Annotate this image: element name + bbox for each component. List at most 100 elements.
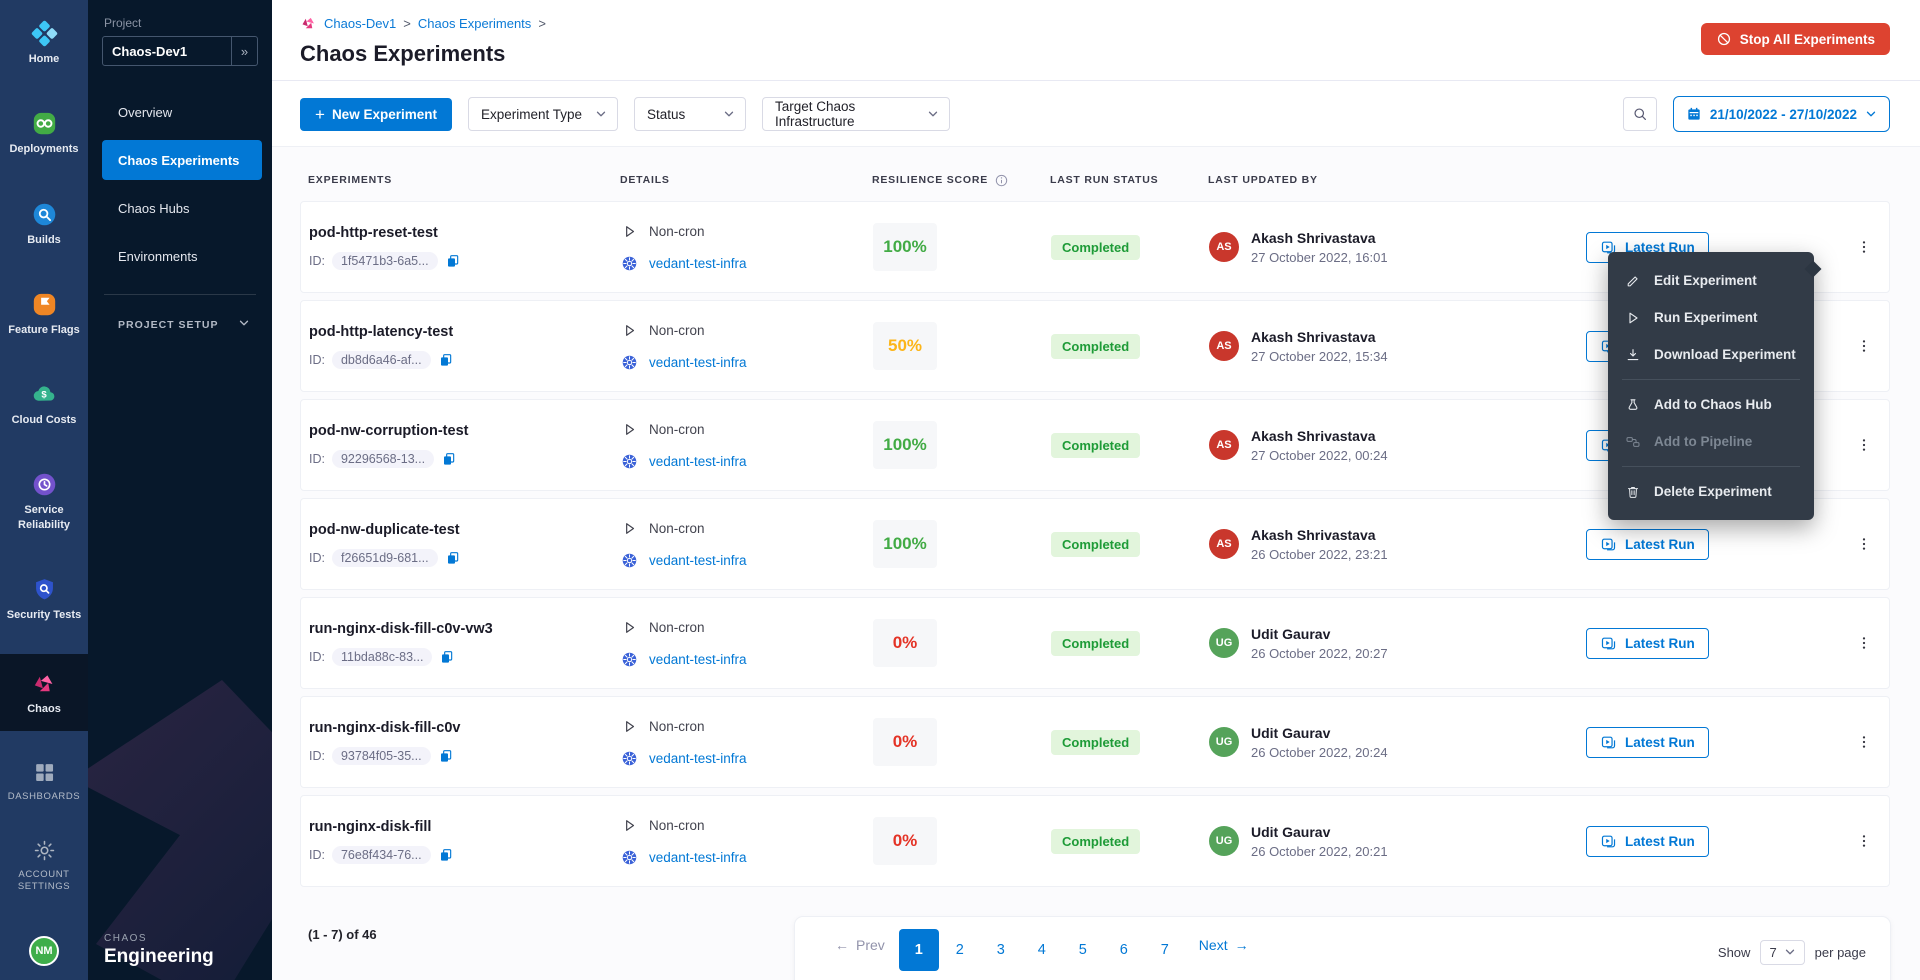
copy-icon[interactable] <box>441 451 457 467</box>
kebab-menu-button[interactable] <box>1850 428 1878 462</box>
kebab-menu-button[interactable] <box>1850 329 1878 363</box>
next-page-button[interactable]: Next → <box>1185 929 1263 961</box>
rail-item-label: ACCOUNT SETTINGS <box>2 869 86 894</box>
page-button-2[interactable]: 2 <box>940 929 980 971</box>
latest-run-button[interactable]: Latest Run <box>1586 826 1709 857</box>
stop-all-experiments-button[interactable]: Stop All Experiments <box>1701 23 1890 55</box>
rail-item-builds[interactable]: Builds <box>0 189 88 259</box>
pagination-summary: (1 - 7) of 46 <box>308 927 377 942</box>
infrastructure-line: vedant-test-infra <box>621 849 873 866</box>
menu-item-download-experiment[interactable]: Download Experiment <box>1608 336 1814 373</box>
filter-status[interactable]: Status <box>634 97 746 131</box>
infrastructure-link[interactable]: vedant-test-infra <box>649 553 747 568</box>
breadcrumb-link-chaos-dev1[interactable]: Chaos-Dev1 <box>324 16 396 31</box>
play-outline-icon <box>621 817 638 834</box>
rail-item-feature-flags[interactable]: Feature Flags <box>0 279 88 349</box>
infrastructure-link[interactable]: vedant-test-infra <box>649 355 747 370</box>
last-run-status-cell: Completed <box>1051 235 1209 260</box>
experiment-name-link[interactable]: pod-nw-duplicate-test <box>309 522 621 538</box>
experiment-name-link[interactable]: pod-http-latency-test <box>309 324 621 340</box>
prev-page-button[interactable]: ← Prev <box>821 929 899 961</box>
user-name: Udit Gaurav <box>1251 626 1388 642</box>
date-range-picker[interactable]: 21/10/2022 - 27/10/2022 <box>1673 96 1890 132</box>
sidebar-item-chaos-hubs[interactable]: Chaos Hubs <box>88 188 272 228</box>
sidebar-section-project-setup[interactable]: PROJECT SETUP <box>88 317 272 332</box>
rail-item-security-tests[interactable]: Security Tests <box>0 564 88 634</box>
page-button-3[interactable]: 3 <box>981 929 1021 971</box>
filter-target-chaos-infrastructure[interactable]: Target Chaos Infrastructure <box>762 97 950 131</box>
chevron-down-icon <box>595 108 607 120</box>
new-experiment-button[interactable]: + New Experiment <box>300 98 452 131</box>
page-button-4[interactable]: 4 <box>1022 929 1062 971</box>
rail-item-service-reliability[interactable]: Service Reliability <box>0 459 88 544</box>
rail-item-home[interactable]: Home <box>0 8 88 78</box>
rail-item-account-settings[interactable]: ACCOUNT SETTINGS <box>0 825 88 906</box>
experiment-name-link[interactable]: pod-nw-corruption-test <box>309 423 621 439</box>
copy-icon[interactable] <box>438 748 454 764</box>
user-avatar[interactable]: NM <box>29 936 59 966</box>
rail-item-cloud-costs[interactable]: $Cloud Costs <box>0 369 88 439</box>
updated-timestamp: 26 October 2022, 23:21 <box>1251 547 1388 562</box>
experiment-name-link[interactable]: pod-http-reset-test <box>309 225 621 241</box>
kebab-menu-button[interactable] <box>1850 527 1878 561</box>
kebab-menu-button[interactable] <box>1850 824 1878 858</box>
filter-experiment-type[interactable]: Experiment Type <box>468 97 618 131</box>
project-selector[interactable]: Chaos-Dev1 » <box>102 36 258 66</box>
details-cell: Non-cronvedant-test-infra <box>621 421 873 470</box>
project-label: Project <box>88 16 272 36</box>
page-button-6[interactable]: 6 <box>1104 929 1144 971</box>
breadcrumb-link-chaos-experiments[interactable]: Chaos Experiments <box>418 16 531 31</box>
show-label: Show <box>1718 945 1751 960</box>
schedule-line: Non-cron <box>621 322 873 339</box>
pipeline-icon <box>1624 434 1641 450</box>
page-button-5[interactable]: 5 <box>1063 929 1103 971</box>
page-button-1[interactable]: 1 <box>899 929 939 971</box>
per-page-select[interactable]: 7 <box>1760 940 1804 965</box>
experiment-cell: pod-http-reset-testID:1f5471b3-6a5... <box>301 225 621 270</box>
infrastructure-link[interactable]: vedant-test-infra <box>649 454 747 469</box>
id-value-pill: 11bda88c-83... <box>332 648 432 666</box>
menu-item-add-to-chaos-hub[interactable]: Add to Chaos Hub <box>1608 386 1814 423</box>
infrastructure-link[interactable]: vedant-test-infra <box>649 751 747 766</box>
copy-icon[interactable] <box>438 847 454 863</box>
kebab-menu-button[interactable] <box>1850 626 1878 660</box>
experiment-name-link[interactable]: run-nginx-disk-fill-c0v-vw3 <box>309 621 621 637</box>
page-button-7[interactable]: 7 <box>1145 929 1185 971</box>
search-button[interactable] <box>1623 97 1657 131</box>
experiment-name-link[interactable]: run-nginx-disk-fill-c0v <box>309 720 621 736</box>
dashboards-icon <box>31 759 58 786</box>
kebab-menu-button[interactable] <box>1850 725 1878 759</box>
last-updated-by-cell: ASAkash Shrivastava27 October 2022, 16:0… <box>1209 230 1586 265</box>
experiment-cell: pod-nw-corruption-testID:92296568-13... <box>301 423 621 468</box>
resilience-score-cell: 0% <box>873 718 1051 766</box>
menu-item-add-to-pipeline[interactable]: Add to Pipeline <box>1608 423 1814 460</box>
sidebar-item-environments[interactable]: Environments <box>88 236 272 276</box>
menu-item-edit-experiment[interactable]: Edit Experiment <box>1608 262 1814 299</box>
project-expand-icon[interactable]: » <box>231 37 257 65</box>
sidebar-item-overview[interactable]: Overview <box>88 92 272 132</box>
infrastructure-link[interactable]: vedant-test-infra <box>649 850 747 865</box>
experiment-id: ID:db8d6a46-af... <box>309 351 621 369</box>
infrastructure-icon <box>621 552 638 569</box>
latest-run-button[interactable]: Latest Run <box>1586 628 1709 659</box>
copy-icon[interactable] <box>438 352 454 368</box>
kebab-menu-button[interactable] <box>1850 230 1878 264</box>
rail-item-deployments[interactable]: Deployments <box>0 98 88 168</box>
copy-icon[interactable] <box>439 649 455 665</box>
latest-run-button[interactable]: Latest Run <box>1586 529 1709 560</box>
page-number-group: 1234567 <box>899 929 1185 971</box>
sidebar-item-chaos-experiments[interactable]: Chaos Experiments <box>102 140 262 180</box>
experiment-name-link[interactable]: run-nginx-disk-fill <box>309 819 621 835</box>
infrastructure-link[interactable]: vedant-test-infra <box>649 256 747 271</box>
copy-icon[interactable] <box>445 253 461 269</box>
schedule-line: Non-cron <box>621 520 873 537</box>
latest-run-button[interactable]: Latest Run <box>1586 727 1709 758</box>
infrastructure-link[interactable]: vedant-test-infra <box>649 652 747 667</box>
rail-item-dashboards[interactable]: DASHBOARDS <box>0 747 88 815</box>
column-header-label: DETAILS <box>620 174 670 186</box>
menu-item-run-experiment[interactable]: Run Experiment <box>1608 299 1814 336</box>
copy-icon[interactable] <box>445 550 461 566</box>
menu-item-delete-experiment[interactable]: Delete Experiment <box>1608 473 1814 510</box>
rail-item-chaos[interactable]: Chaos <box>0 654 88 730</box>
id-label: ID: <box>309 452 325 466</box>
